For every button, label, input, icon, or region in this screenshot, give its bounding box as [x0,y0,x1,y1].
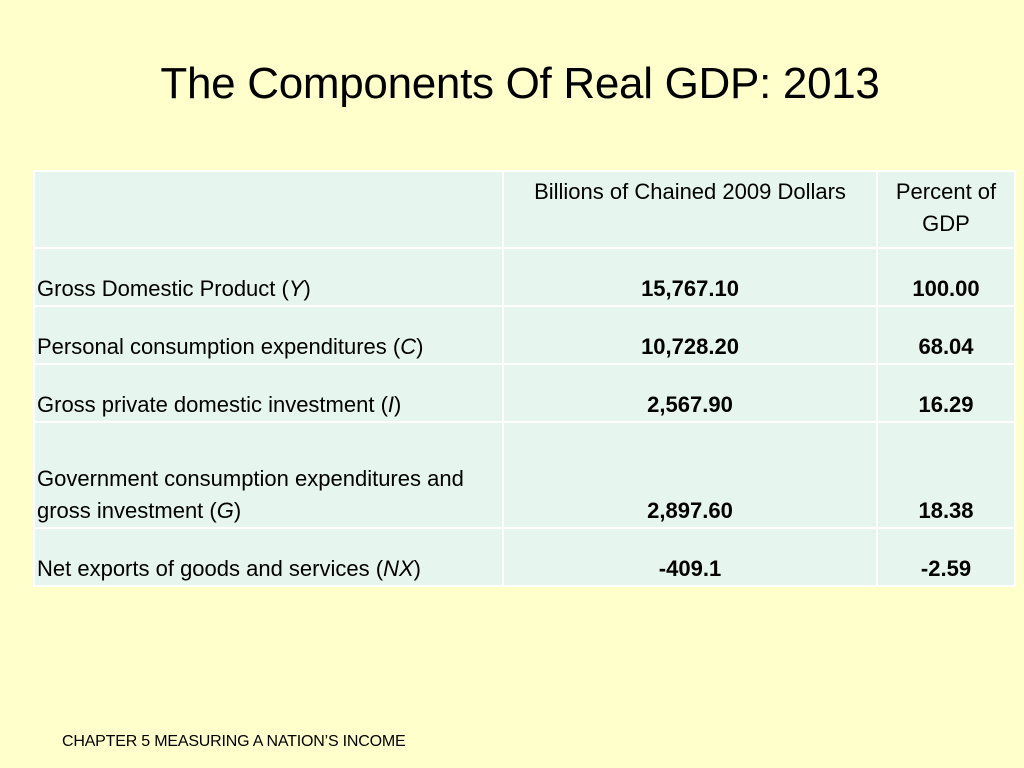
row-percent: -2.59 [876,527,1016,587]
row-value: 2,567.90 [502,363,878,423]
table-row: Gross private domestic investment (I) 2,… [33,363,1016,423]
slide-title: The Components Of Real GDP: 2013 [160,59,880,108]
header-cell-percent: Percent of GDP [876,170,1016,249]
row-percent: 18.38 [876,421,1016,529]
gdp-components-table: Billions of Chained 2009 Dollars Percent… [33,170,1016,587]
row-value: -409.1 [502,527,878,587]
row-percent: 68.04 [876,305,1016,365]
row-percent: 100.00 [876,247,1016,307]
table-row: Government consumption expenditures and … [33,421,1016,529]
table-header-row: Billions of Chained 2009 Dollars Percent… [33,170,1016,249]
row-label: Net exports of goods and services (NX) [33,527,504,587]
row-label: Government consumption expenditures and … [33,421,504,529]
table-row: Gross Domestic Product (Y) 15,767.10 100… [33,247,1016,307]
table-row: Personal consumption expenditures (C) 10… [33,305,1016,365]
row-label: Personal consumption expenditures (C) [33,305,504,365]
header-cell-empty [33,170,504,249]
row-value: 15,767.10 [502,247,878,307]
table-row: Net exports of goods and services (NX) -… [33,527,1016,587]
row-label: Gross private domestic investment (I) [33,363,504,423]
footer-chapter-label: CHAPTER 5 MEASURING A NATION’S INCOME [62,733,406,750]
row-value: 2,897.60 [502,421,878,529]
row-value: 10,728.20 [502,305,878,365]
header-cell-billions: Billions of Chained 2009 Dollars [502,170,878,249]
row-percent: 16.29 [876,363,1016,423]
row-label: Gross Domestic Product (Y) [33,247,504,307]
